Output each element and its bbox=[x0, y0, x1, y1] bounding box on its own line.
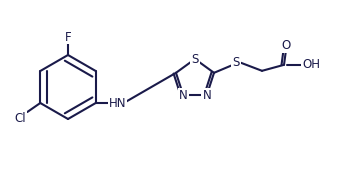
Text: N: N bbox=[179, 89, 188, 102]
Text: S: S bbox=[191, 53, 199, 65]
Text: HN: HN bbox=[109, 96, 126, 110]
Text: S: S bbox=[232, 56, 240, 69]
Text: Cl: Cl bbox=[14, 111, 26, 125]
Text: F: F bbox=[65, 30, 71, 44]
Text: O: O bbox=[281, 39, 290, 52]
Text: N: N bbox=[202, 89, 211, 102]
Text: OH: OH bbox=[302, 58, 320, 71]
